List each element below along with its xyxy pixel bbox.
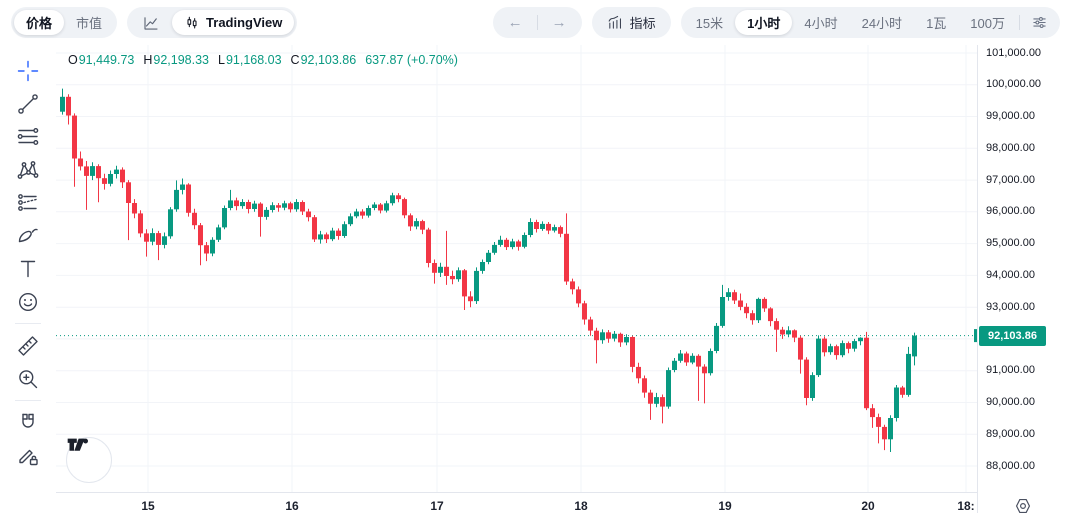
close-label: C [290, 53, 300, 67]
tab-marketcap[interactable]: 市值 [64, 10, 114, 35]
line-chart-icon [142, 14, 160, 32]
lock-drawings-tool[interactable] [11, 439, 45, 472]
indicators-button[interactable]: 指标 [595, 10, 668, 35]
price-tick-label: 90,000.00 [986, 396, 1035, 408]
close-value: 92,103.86 [300, 53, 357, 67]
timeframe-1h[interactable]: 1小时 [735, 10, 793, 35]
axis-border-horizontal [56, 492, 977, 493]
open-value: 91,449.73 [78, 53, 135, 67]
axis-settings-button[interactable] [1012, 495, 1034, 517]
tradingview-logo[interactable] [66, 437, 112, 483]
indicators-icon [607, 14, 624, 31]
price-tick-label: 94,000.00 [986, 268, 1035, 281]
ruler-tool[interactable] [11, 329, 45, 362]
time-tick-label: 17 [430, 499, 444, 513]
timeframe-1w[interactable]: 1瓦 [914, 10, 958, 35]
time-tick-label: 16 [285, 499, 299, 513]
toolbar-divider [15, 400, 41, 401]
price-tick-label: 88,000.00 [986, 459, 1035, 472]
top-toolbar: 价格 市值 TradingView [0, 0, 1071, 45]
timeframe-1m[interactable]: 100万 [958, 10, 1017, 35]
tab-price[interactable]: 价格 [14, 10, 65, 35]
price-tick-label: 89,000.00 [986, 427, 1035, 440]
price-marketcap-toggle: 价格 市值 [11, 7, 118, 38]
time-axis[interactable]: 15 16 17 18 19 20 18: [0, 492, 1071, 528]
open-label: O [68, 53, 78, 67]
forecast-pattern-tool[interactable] [11, 186, 45, 219]
price-tick-label: 97,000.00 [986, 173, 1035, 186]
price-tick-label: 91,000.00 [986, 364, 1035, 377]
indicators-label: 指标 [629, 16, 656, 31]
current-price-badge: 92,103.86 [979, 325, 1046, 346]
low-label: L [217, 53, 225, 67]
tradingview-label: TradingView [206, 15, 283, 30]
high-label: H [143, 53, 153, 67]
fib-retracement-tool[interactable] [11, 120, 45, 153]
time-tick-label: 20 [861, 499, 875, 513]
candlestick-chart[interactable] [56, 45, 977, 492]
trend-line-tool[interactable] [11, 87, 45, 120]
text-tool[interactable] [11, 252, 45, 285]
sliders-icon [1031, 14, 1048, 31]
timeframe-group: 15米 1小时 4小时 24小时 1瓦 100万 [680, 7, 1060, 38]
high-value: 92,198.33 [153, 53, 209, 67]
time-tick-label: 15 [141, 499, 155, 513]
price-tick-label: 98,000.00 [986, 141, 1035, 154]
zoom-in-tool[interactable] [11, 362, 45, 395]
timeframe-settings-button[interactable] [1022, 10, 1057, 35]
toolbar-divider [15, 323, 41, 324]
price-tick-label: 99,000.00 [986, 110, 1035, 122]
timeframe-24h[interactable]: 24小时 [850, 10, 914, 35]
crosshair-tool[interactable] [11, 54, 45, 87]
time-tick-label: 18: [957, 499, 975, 513]
chart-source-toggle: TradingView [127, 7, 298, 38]
price-tick-label: 95,000.00 [986, 237, 1035, 250]
brush-tool[interactable] [11, 219, 45, 252]
time-tick-label: 19 [718, 499, 732, 513]
time-tick-label: 18 [574, 499, 588, 513]
price-tick-label: 101,000.00 [986, 46, 1042, 59]
line-chart-button[interactable] [130, 10, 172, 35]
timeframe-15m[interactable]: 15米 [684, 10, 735, 35]
change-value: 637.87 (+0.70%) [365, 53, 458, 67]
price-axis[interactable]: 101,000.00 100,000.00 99,000.00 98,000.00 97… [978, 45, 1071, 528]
price-tick-label: 100,000.00 [986, 78, 1042, 91]
divider [1019, 15, 1020, 30]
history-nav-group: ← → [492, 7, 582, 38]
candles-icon [184, 15, 200, 31]
tradingview-button[interactable]: TradingView [172, 10, 295, 35]
magnet-tool[interactable] [11, 406, 45, 439]
forward-button[interactable]: → [540, 14, 579, 31]
price-tick-label: 96,000.00 [986, 205, 1035, 218]
price-tick-label: 93,000.00 [986, 300, 1035, 313]
low-value: 91,168.03 [225, 53, 282, 67]
back-button[interactable]: ← [496, 14, 535, 31]
axis-border-vertical [977, 45, 978, 513]
timeframe-4h[interactable]: 4小时 [792, 10, 849, 35]
emoji-tool[interactable] [11, 285, 45, 318]
chart-plot-area[interactable]: O 91,449.73 H 92,198.33 L 91,168.03 C 92,103… [56, 45, 977, 492]
xabcd-pattern-tool[interactable] [11, 153, 45, 186]
divider [536, 15, 538, 30]
ohlc-legend: O 91,449.73 H 92,198.33 L 91,168.03 C 92,103… [68, 53, 458, 67]
drawing-toolbar [0, 45, 56, 528]
indicators-group: 指标 [591, 7, 671, 38]
